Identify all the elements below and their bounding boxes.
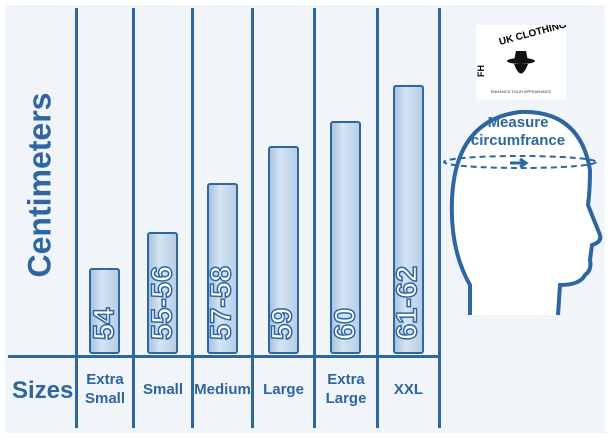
category-label: Large bbox=[263, 381, 304, 398]
y-axis-label: Centimeters bbox=[21, 92, 58, 278]
category-label: Extra Large bbox=[325, 371, 367, 407]
grid-line bbox=[438, 8, 441, 428]
grid-line bbox=[132, 8, 135, 428]
svg-text:UK CLOTHING: UK CLOTHING bbox=[498, 25, 566, 48]
bar-value-label: 57-58 bbox=[205, 265, 239, 341]
bar: 57-58 bbox=[205, 182, 239, 354]
svg-text:ENHANCE YOUR APPEARANCE: ENHANCE YOUR APPEARANCE bbox=[491, 89, 552, 94]
bar-value-label: 54 bbox=[87, 307, 121, 341]
x-axis-line bbox=[8, 355, 438, 358]
bar-value-label: 55-56 bbox=[145, 265, 179, 341]
bar: 55-56 bbox=[145, 231, 179, 354]
x-axis-label: Sizes bbox=[12, 377, 74, 404]
svg-text:FH: FH bbox=[476, 65, 486, 77]
bar: 61-62 bbox=[391, 84, 425, 354]
bar-value-label: 60 bbox=[328, 307, 362, 341]
category-label: Extra Small bbox=[84, 371, 126, 407]
bar: 60 bbox=[328, 121, 362, 354]
brand-logo: FH UK CLOTHING ENHANCE YOUR APPEARANCE bbox=[476, 19, 568, 100]
grid-line bbox=[251, 8, 254, 428]
bar: 54 bbox=[87, 268, 121, 354]
grid-line bbox=[75, 8, 78, 428]
measure-line2: circumfrance bbox=[470, 132, 566, 149]
head-illustration bbox=[443, 109, 603, 316]
bar-value-label: 59 bbox=[266, 307, 300, 341]
grid-line bbox=[376, 8, 379, 428]
measure-line1: Measure bbox=[487, 114, 549, 131]
category-label: Small bbox=[142, 381, 184, 398]
measure-caption: Measure circumfrance bbox=[458, 114, 578, 150]
category-label: Medium bbox=[194, 381, 251, 398]
grid-line bbox=[313, 8, 316, 428]
grid-line bbox=[191, 8, 194, 428]
category-label: XXL bbox=[393, 381, 424, 398]
bar: 59 bbox=[266, 145, 300, 354]
bar-value-label: 61-62 bbox=[391, 265, 425, 341]
